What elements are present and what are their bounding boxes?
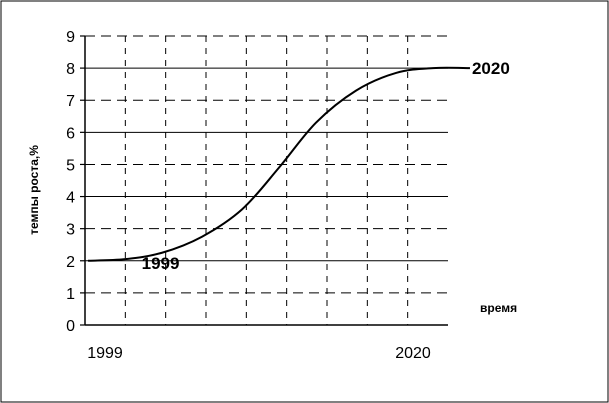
x-tick-label: 1999 — [87, 345, 123, 362]
x-tick-labels: 1999 2020 — [87, 345, 431, 362]
y-tick-label: 6 — [66, 125, 75, 142]
x-axis-label: время — [480, 301, 517, 315]
annotations: 1999 2020 — [142, 59, 510, 273]
x-tick-label: 2020 — [395, 345, 431, 362]
y-tick-labels: 0 1 2 3 4 5 6 7 8 9 — [66, 29, 75, 335]
annotation-label: 1999 — [142, 254, 180, 273]
y-tick-label: 4 — [66, 190, 75, 207]
axes — [80, 35, 448, 326]
y-axis-label: темпы роста,% — [27, 145, 41, 235]
annotation-label: 2020 — [472, 59, 510, 78]
y-tick-label: 0 — [66, 318, 75, 335]
y-tick-label: 1 — [66, 286, 75, 303]
y-tick-label: 8 — [66, 61, 75, 78]
series-line — [87, 66, 470, 262]
y-tick-label: 9 — [66, 29, 75, 46]
y-tick-label: 3 — [66, 222, 75, 239]
series — [87, 66, 470, 262]
grid — [85, 35, 448, 325]
y-tick-label: 5 — [66, 157, 75, 174]
y-tick-label: 2 — [66, 254, 75, 271]
y-tick-label: 7 — [66, 93, 75, 110]
